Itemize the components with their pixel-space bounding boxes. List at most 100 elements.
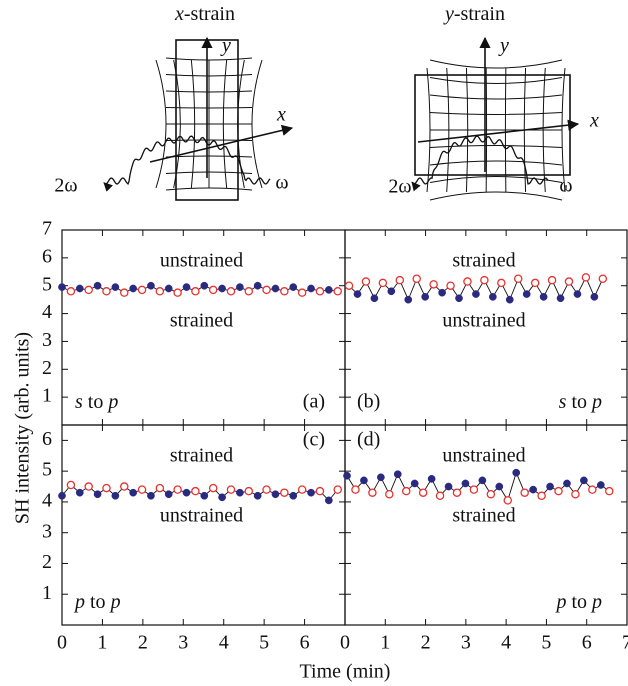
data-point [596, 481, 605, 489]
pol-word: to [571, 591, 587, 613]
data-point [513, 274, 523, 283]
title-axis: y [443, 3, 454, 25]
panel-label: (c) [303, 429, 325, 451]
x-tick-label: 1 [97, 632, 107, 654]
data-point [512, 468, 521, 477]
data-point [93, 281, 102, 290]
y-tick-label: 5 [42, 459, 52, 481]
data-point [547, 275, 557, 285]
data-point [571, 489, 580, 499]
annotation: strained [452, 250, 515, 272]
y-tick-label: 3 [42, 329, 52, 351]
grid-curve [165, 107, 253, 109]
panel: 0 1 2 3 4 5 6 7 unstrained strained (d) p to p [340, 424, 628, 654]
data-point [590, 293, 599, 301]
x-tick-label: 5 [541, 632, 551, 654]
data-point [418, 488, 428, 497]
y-tick-label: 7 [42, 218, 52, 240]
data-point [438, 288, 446, 297]
data-point [102, 287, 111, 296]
data-point [486, 489, 496, 499]
data-point [573, 290, 582, 298]
title-text: -strain [184, 3, 235, 25]
panel: 0 1 2 3 4 5 6 1 2 3 4 5 6 strained unstrained (c) p to p [42, 424, 346, 654]
data-point [360, 476, 368, 485]
data-point [66, 480, 76, 490]
data-point [522, 290, 531, 298]
polarization: p to p [73, 591, 121, 613]
data-point [262, 285, 271, 295]
data-point [315, 486, 325, 496]
data-point [563, 479, 571, 488]
data-point [111, 491, 120, 500]
y-tick-label: 5 [42, 273, 52, 295]
pol-word: to [571, 391, 587, 413]
data-point [497, 278, 506, 288]
data-point [455, 294, 463, 303]
grid-curve [165, 74, 253, 77]
data-point [401, 486, 411, 496]
data-point [463, 277, 472, 286]
data-point [155, 483, 165, 493]
data-point [271, 490, 280, 499]
grid-curve [429, 112, 563, 115]
data-point [351, 485, 360, 494]
data-point [435, 491, 445, 501]
pol-in: s [559, 391, 567, 413]
data-point [111, 283, 120, 291]
data-point [173, 485, 182, 494]
grid-curve [426, 67, 431, 193]
data-point [182, 283, 191, 291]
data-point [200, 491, 209, 500]
y-axis-label: SH intensity (arb. units) [12, 332, 34, 524]
x-tick-label: 2 [138, 632, 148, 654]
data-point [164, 490, 173, 499]
pol-in: p [73, 591, 85, 613]
pol-out: p [106, 391, 118, 413]
pol-in: p [554, 591, 566, 613]
sh-wave [411, 135, 549, 192]
data-point [333, 287, 342, 296]
data-point [478, 476, 487, 485]
data-point [452, 488, 462, 497]
x-tick-label: 5 [259, 632, 269, 654]
data-point [147, 491, 155, 500]
data-point [200, 281, 209, 290]
beam-label: ω [559, 175, 572, 197]
grid-curve [429, 160, 563, 166]
panel-label: (d) [357, 429, 380, 451]
data-point [387, 287, 396, 296]
axis-name: x [276, 104, 286, 126]
data-point [58, 491, 66, 500]
axis-name: x [589, 110, 599, 132]
panel-frame [344, 424, 628, 626]
data-point [370, 294, 379, 303]
data-point [280, 488, 289, 497]
data-point [546, 482, 554, 491]
sample-frame [414, 74, 571, 176]
data-point [307, 488, 315, 497]
data-point [297, 288, 307, 297]
data-point [361, 277, 371, 286]
data-point [378, 278, 388, 288]
annotation: strained [170, 310, 233, 332]
data-point [495, 482, 504, 491]
data-point [395, 275, 405, 285]
beam-label: ω [275, 172, 288, 194]
data-point [191, 486, 200, 496]
data-point [385, 489, 394, 499]
annotation: strained [452, 505, 515, 527]
title-text: -strain [454, 3, 505, 25]
x-tick-label: 0 [340, 632, 350, 654]
data-point [537, 491, 546, 501]
grid-curve [165, 187, 253, 191]
annotation: unstrained [442, 445, 525, 467]
data-point [236, 283, 244, 291]
polarization: s to p [75, 391, 118, 413]
annotation: unstrained [160, 250, 243, 272]
data-point [539, 293, 548, 301]
beam-label: 2ω [54, 175, 77, 197]
